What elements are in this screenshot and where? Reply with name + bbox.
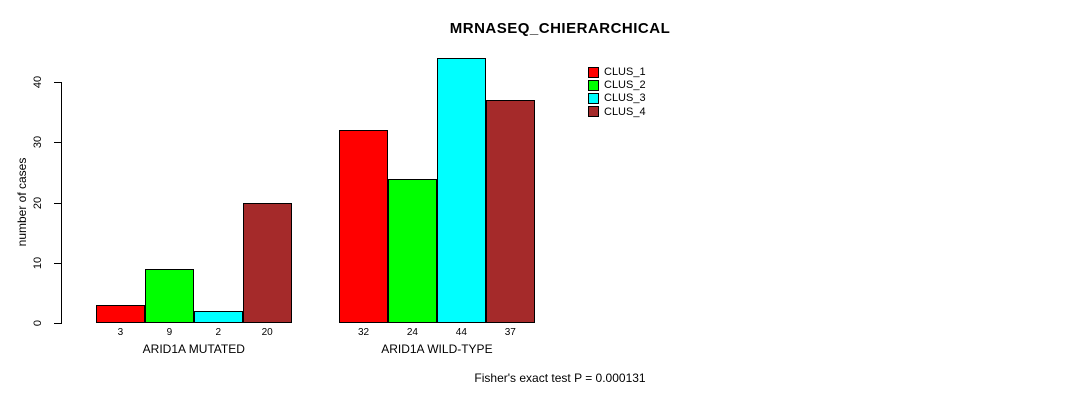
y-axis-tick-label: 20	[32, 196, 44, 209]
bar-value-label: 32	[357, 327, 370, 338]
legend-swatch-icon	[588, 92, 599, 104]
legend-swatch-icon	[588, 106, 599, 118]
bar-clus_2-group1	[144, 269, 194, 323]
bar-value-label: 24	[406, 327, 418, 338]
bar-clus_1-group1	[96, 305, 145, 323]
bar-clus_2-group2	[388, 179, 437, 323]
bar-value-label: 3	[117, 327, 124, 338]
y-axis-label: number of cases	[15, 157, 29, 247]
y-axis-tick	[54, 82, 61, 84]
y-axis-tick-label: 40	[32, 76, 44, 89]
group-label-2: ARID1A WILD-TYPE	[381, 342, 493, 356]
bar-clus_4-group1	[242, 203, 292, 323]
bar-clus_3-group1	[193, 311, 243, 323]
legend-label: CLUS_1	[604, 66, 646, 78]
bar-clus_1-group2	[339, 130, 388, 323]
legend-item-clus_4: CLUS_4	[588, 106, 646, 118]
y-axis-tick	[54, 323, 61, 324]
bar-value-label: 44	[455, 327, 467, 338]
y-axis-tick	[54, 262, 61, 264]
y-axis-tick-label: 10	[32, 256, 44, 269]
bar-value-label: 9	[166, 327, 173, 338]
group-label-1: ARID1A MUTATED	[142, 342, 245, 356]
y-axis-line	[61, 82, 62, 324]
legend-label: CLUS_4	[604, 105, 646, 118]
chart-title: MRNASEQ_CHIERARCHICAL	[449, 20, 671, 37]
y-axis-tick	[54, 142, 61, 144]
legend-swatch-icon	[588, 79, 599, 91]
legend-item-clus_3: CLUS_3	[588, 92, 646, 104]
bar-value-label: 20	[261, 327, 273, 338]
legend-item-clus_1: CLUS_1	[588, 66, 646, 78]
y-axis-tick	[54, 202, 61, 204]
y-axis-tick-label: 30	[32, 136, 44, 149]
bar-clus_3-group2	[436, 58, 486, 323]
legend-swatch-icon	[588, 66, 599, 78]
bar-value-label: 2	[215, 327, 222, 338]
legend-label: CLUS_2	[604, 79, 646, 92]
fisher-test-annotation: Fisher's exact test P = 0.000131	[474, 371, 646, 385]
y-axis-tick-label: 0	[32, 319, 44, 327]
legend-item-clus_2: CLUS_2	[588, 79, 646, 91]
legend-label: CLUS_3	[604, 92, 646, 105]
bar-value-label: 37	[504, 327, 516, 338]
bar-clus_4-group2	[485, 100, 535, 323]
